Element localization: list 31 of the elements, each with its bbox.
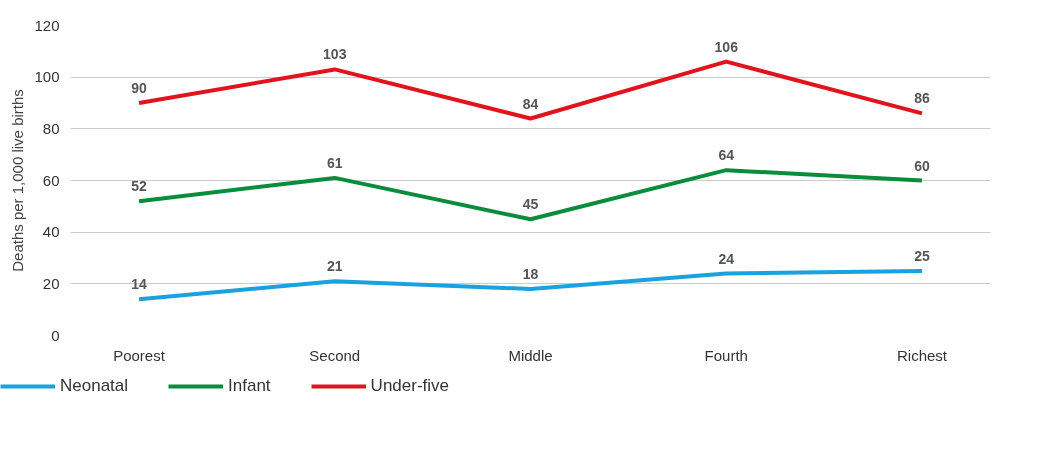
data-label: 18 <box>522 266 539 282</box>
x-tick-label: Second <box>309 346 361 364</box>
x-tick-label: Poorest <box>113 346 166 364</box>
y-axis-title: Deaths per 1,000 live births <box>9 89 27 272</box>
data-label: 103 <box>323 46 347 63</box>
data-label: 52 <box>131 178 148 195</box>
legend-label: Under-five <box>370 376 450 396</box>
data-label: 90 <box>131 80 148 96</box>
y-tick-label: 40 <box>42 223 60 241</box>
data-label: 24 <box>718 250 735 267</box>
x-tick-label: Richest <box>896 346 948 364</box>
y-tick-label: 20 <box>42 274 60 292</box>
y-tick-label: 0 <box>51 326 60 344</box>
x-tick-label: Fourth <box>704 346 748 364</box>
data-label: 61 <box>326 154 343 171</box>
y-tick-label: 60 <box>42 171 60 189</box>
data-label: 64 <box>718 147 735 164</box>
data-label: 86 <box>914 90 930 107</box>
data-label: 14 <box>131 276 148 293</box>
y-tick-label: 80 <box>42 119 60 137</box>
data-label: 45 <box>522 196 539 213</box>
legend-label: Neonatal <box>60 376 129 396</box>
x-tick-label: Middle <box>508 346 553 364</box>
data-label: 60 <box>914 157 930 174</box>
y-tick-label: 100 <box>34 68 60 86</box>
legend-label: Infant <box>228 376 271 396</box>
y-tick-label: 120 <box>34 16 60 34</box>
data-label: 25 <box>914 247 930 264</box>
data-label: 21 <box>326 258 343 275</box>
data-label: 84 <box>522 95 539 112</box>
data-label: 106 <box>714 38 739 55</box>
